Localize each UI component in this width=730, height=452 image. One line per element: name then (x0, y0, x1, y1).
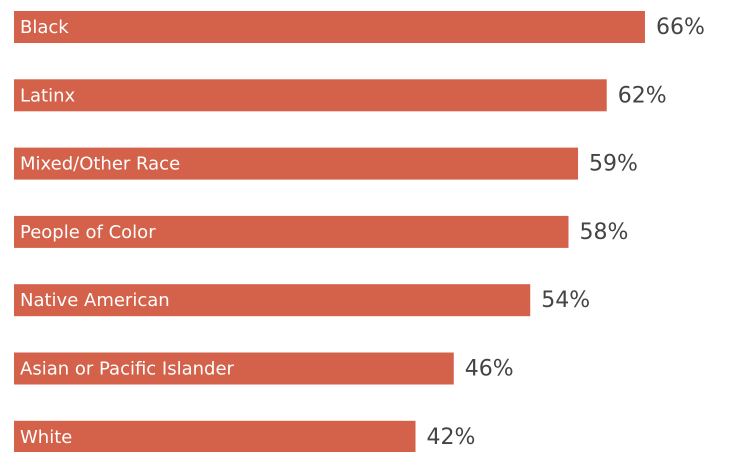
bar (14, 352, 454, 385)
value-label: 54% (541, 288, 590, 313)
bar (14, 79, 607, 112)
value-label: 58% (579, 220, 628, 245)
bar (14, 147, 579, 180)
category-label: Black (20, 17, 69, 38)
value-label: 42% (427, 425, 476, 450)
bar (14, 420, 416, 452)
bar (14, 284, 531, 317)
value-label: 66% (656, 15, 705, 40)
category-label: Latinx (20, 85, 76, 106)
bar (14, 11, 645, 43)
category-label: Asian or Pacific Islander (20, 359, 235, 380)
bar (14, 215, 569, 248)
value-label: 59% (589, 152, 638, 177)
value-label: 46% (465, 357, 514, 382)
category-label: White (20, 427, 72, 448)
category-label: People of Color (20, 222, 156, 243)
category-label: Native American (20, 290, 170, 311)
category-label: Mixed/Other Race (20, 154, 180, 175)
value-label: 62% (618, 83, 667, 108)
